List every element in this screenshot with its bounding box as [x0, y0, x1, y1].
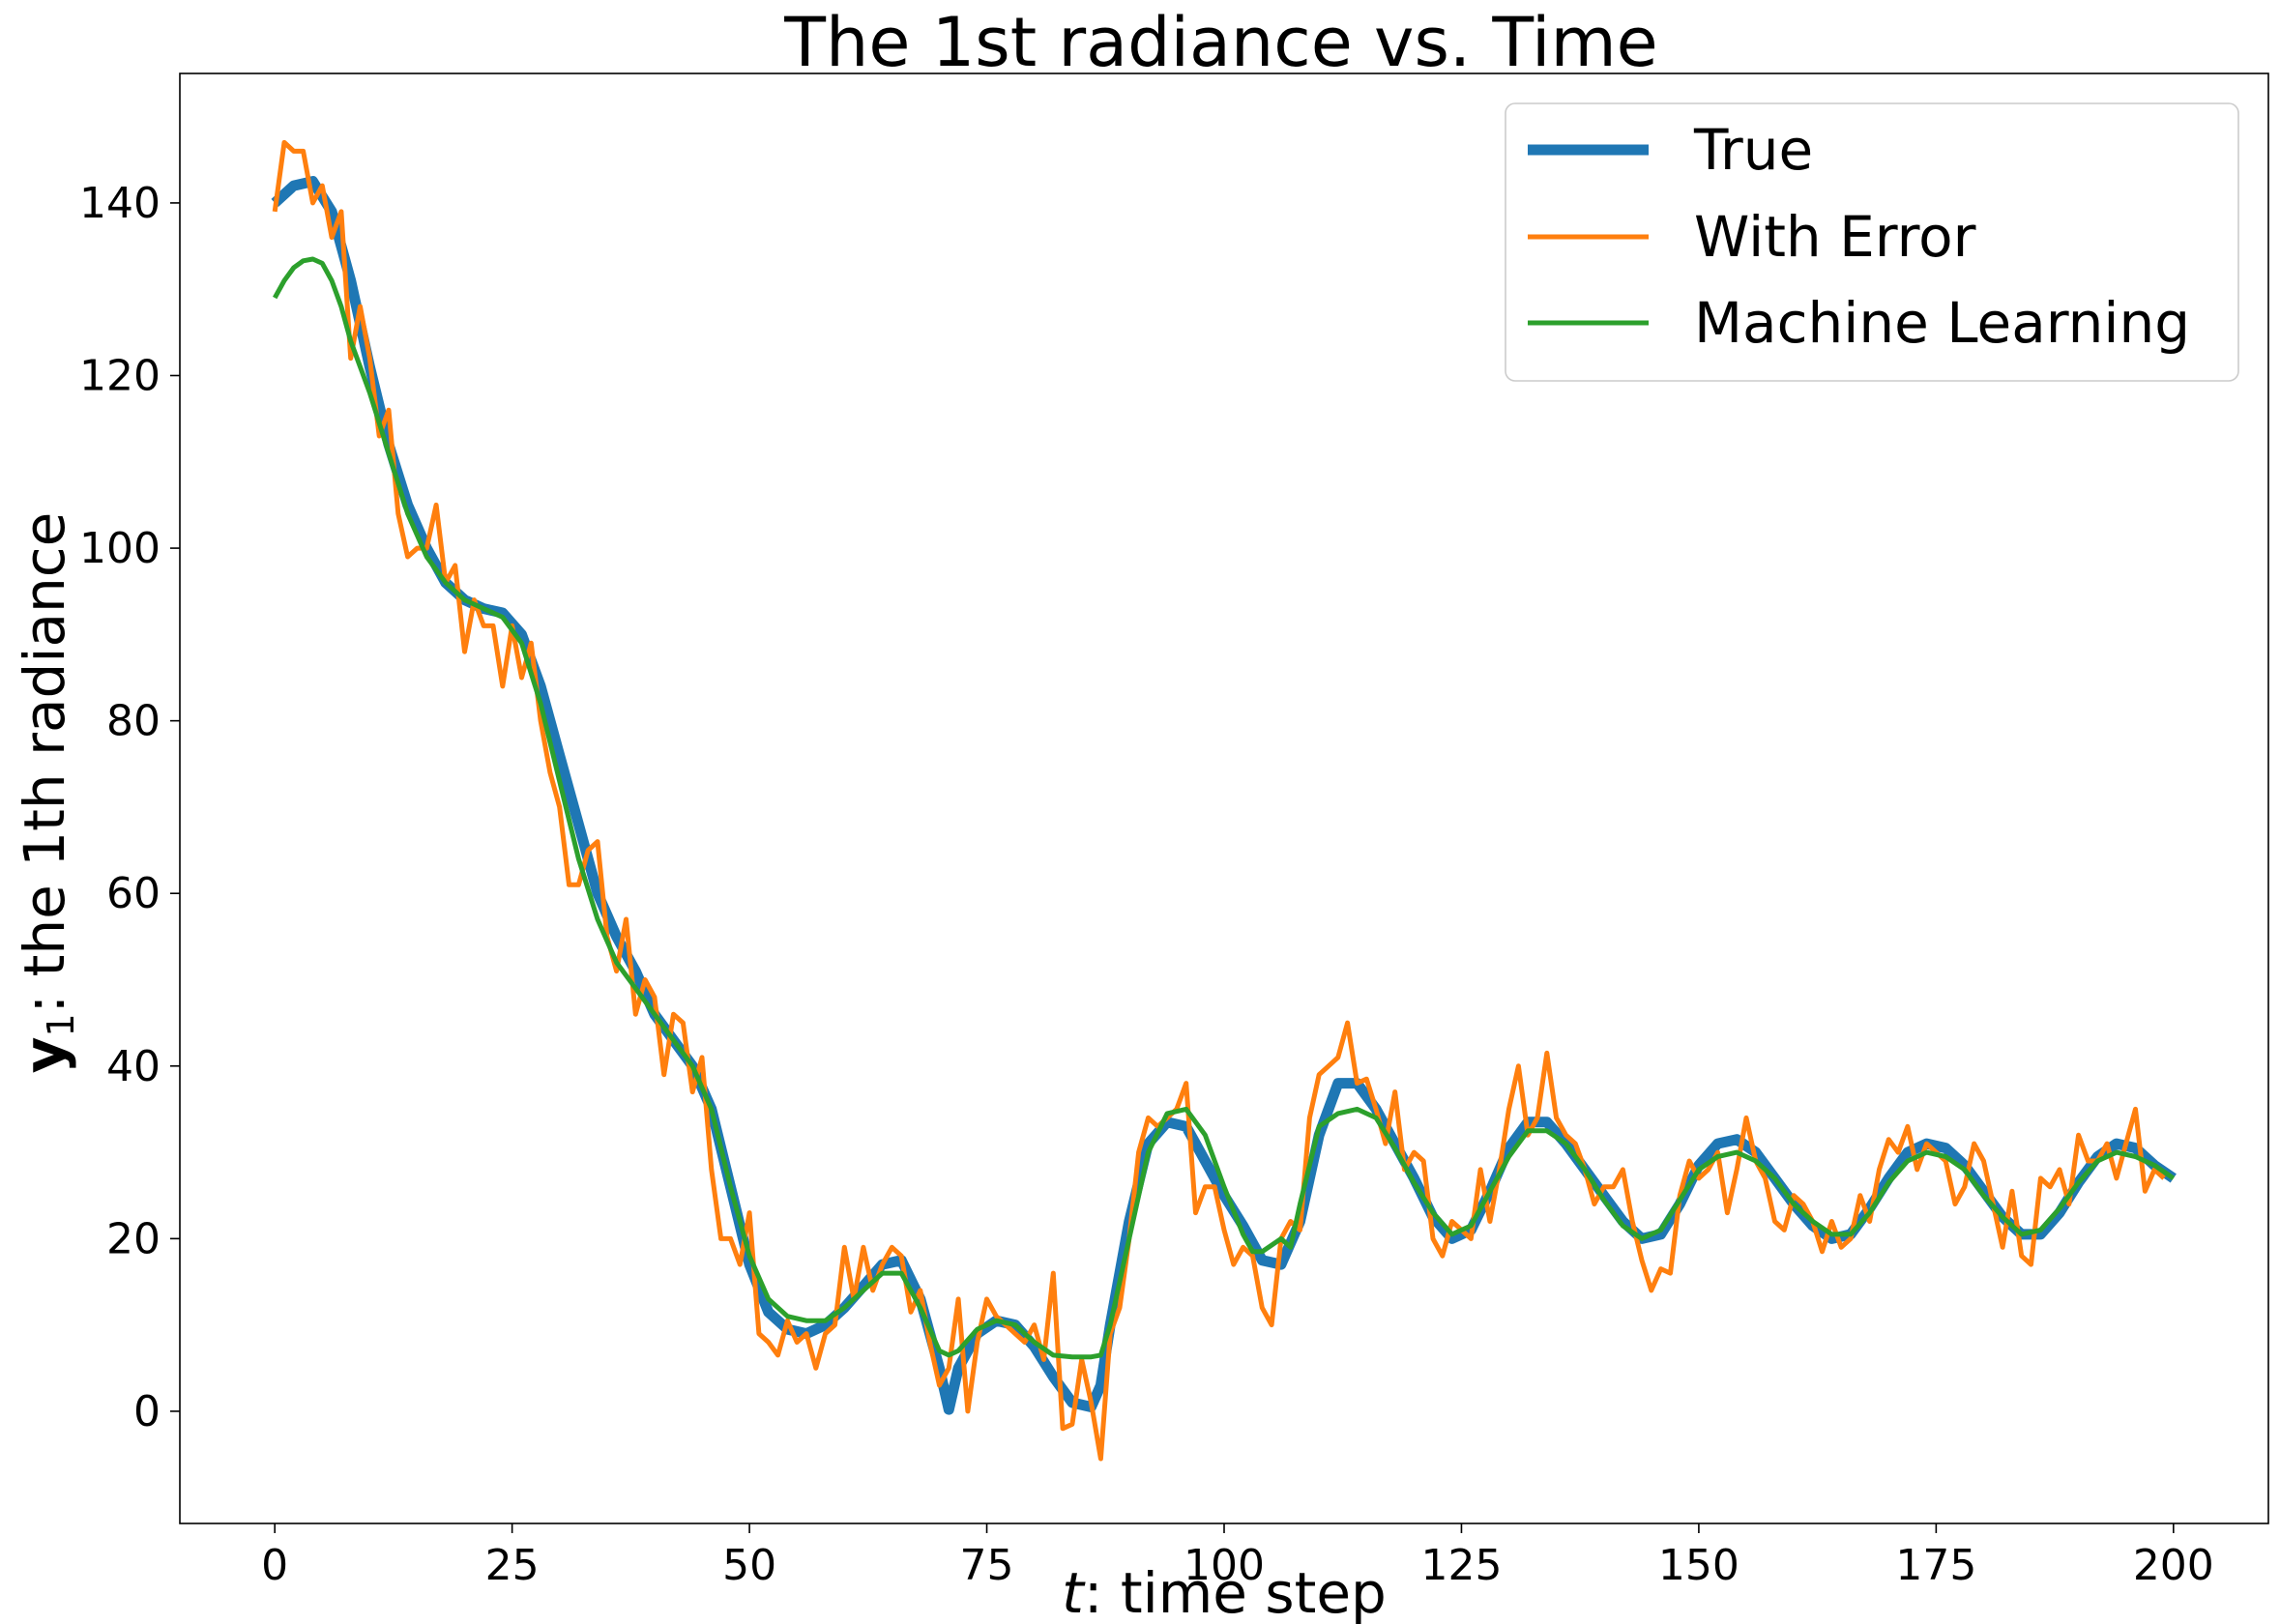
- x-tick-label: 25: [485, 1541, 540, 1590]
- x-tick-label: 150: [1658, 1541, 1739, 1590]
- x-axis-title: t: time step: [1062, 1560, 1387, 1624]
- series-line-machine-learning: [273, 256, 2176, 1360]
- legend-label-true: True: [1693, 117, 1813, 183]
- series-line-with-error: [272, 139, 2166, 1462]
- y-tick-label: 60: [106, 869, 161, 918]
- x-axis-title-text: : time step: [1084, 1560, 1387, 1624]
- x-tick-label: 175: [1895, 1541, 1976, 1590]
- x-tick-label: 100: [1184, 1541, 1265, 1590]
- x-axis-title-variable: t: [1062, 1560, 1086, 1624]
- chart-title: The 1st radiance vs. Time: [783, 3, 1657, 82]
- x-tick-label: 75: [960, 1541, 1014, 1590]
- y-tick-label: 40: [106, 1042, 161, 1091]
- legend: True With Error Machine Learning: [1505, 102, 2239, 382]
- y-axis-title: y1: the 1th radiance: [12, 512, 82, 1074]
- y-tick-label: 20: [106, 1214, 161, 1263]
- y-tick-label: 100: [79, 524, 161, 573]
- y-axis-title-variable: y: [12, 1037, 77, 1074]
- series-layer: [271, 139, 2177, 1462]
- y-tick-label: 120: [79, 352, 161, 401]
- y-tick-label: 80: [106, 697, 161, 746]
- x-tick-label: 200: [2133, 1541, 2214, 1590]
- x-axis: 0 25 50 75 100 125 150 175 200: [261, 1523, 2214, 1590]
- x-tick-label: 0: [261, 1541, 288, 1590]
- x-tick-label: 50: [722, 1541, 776, 1590]
- legend-frame: [1505, 102, 2239, 382]
- y-tick-label: 140: [79, 179, 161, 228]
- y-tick-label: 0: [133, 1387, 161, 1436]
- y-axis-title-subscript: 1: [40, 1013, 82, 1036]
- y-axis-title-text: : the 1th radiance: [12, 512, 77, 1014]
- x-tick-label: 125: [1420, 1541, 1502, 1590]
- y-axis: 0 20 40 60 80 100 120 140: [79, 179, 180, 1436]
- legend-label-with-error: With Error: [1694, 204, 1976, 270]
- legend-label-machine-learning: Machine Learning: [1694, 290, 2190, 356]
